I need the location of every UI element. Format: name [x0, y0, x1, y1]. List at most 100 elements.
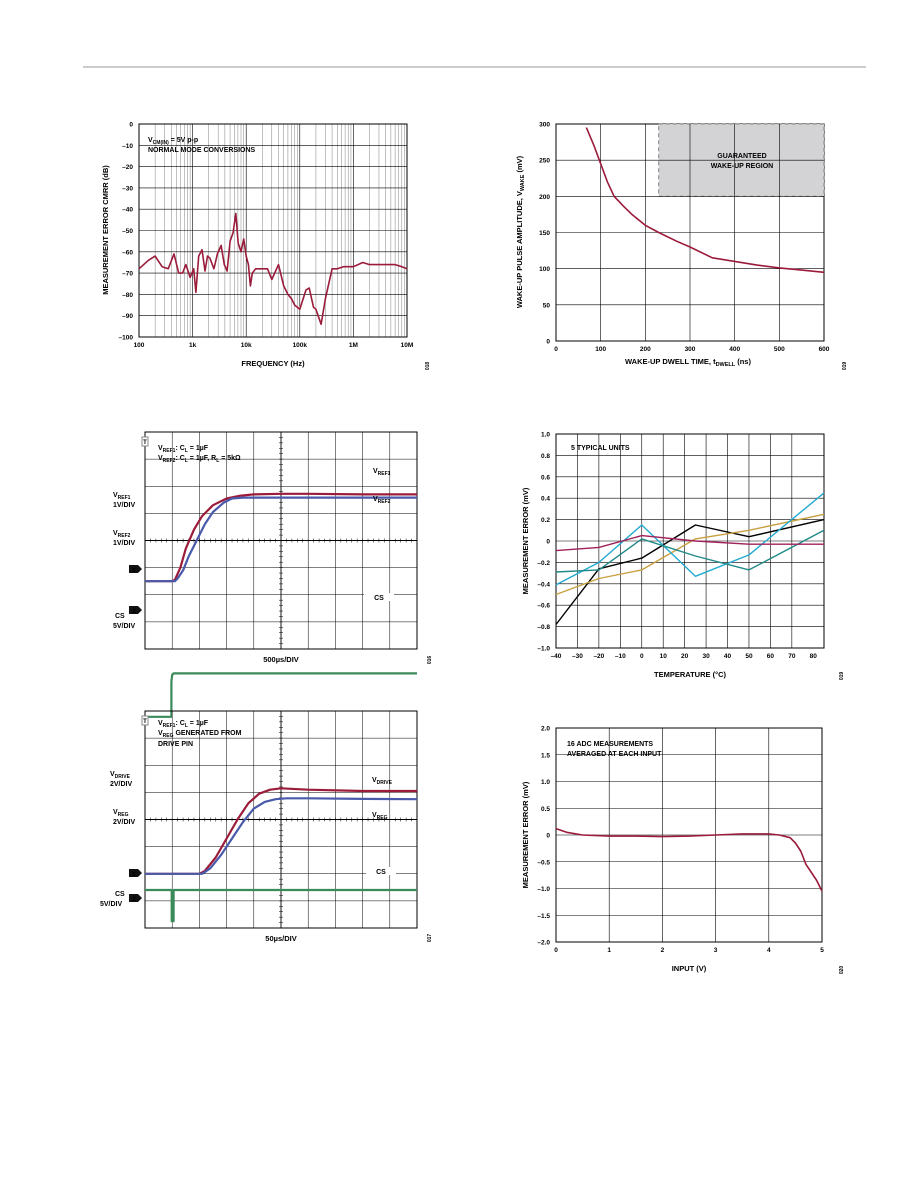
vref-scope-timebase: 500µs/DIV: [263, 655, 299, 664]
cs-trace-label-2: CS: [376, 869, 386, 876]
temp-x-tick-label: 60: [767, 653, 775, 660]
vdrive-legend-3: DRIVE PIN: [158, 741, 193, 748]
cmrr-y-tick-label: –80: [122, 292, 133, 299]
temp-y-tick-label: 0.2: [541, 517, 550, 524]
vdrive-scope-timebase: 50µs/DIV: [265, 934, 296, 943]
input-y-tick-label: –1.5: [537, 913, 550, 920]
temp-x-tick-label: 30: [702, 653, 710, 660]
vref-scope-figure-number: 016: [427, 656, 433, 665]
wakeup-y-tick-label: 150: [539, 230, 550, 237]
wakeup-y-tick-label: 200: [539, 194, 550, 201]
vdrive-scope-figure-number: 017: [427, 934, 433, 943]
wakeup-y-tick-label: 0: [546, 339, 550, 346]
temperature-chart: –40 –30 –20 –10 0 10 20 30 40 50 60 70 80 1.0 0.8 0.6 0.…: [521, 432, 845, 681]
temp-x-tick-label: –20: [593, 653, 604, 660]
temp-y-tick-label: –0.6: [537, 603, 550, 610]
vdrive-legend-1: VREF1: CL = 1µF: [158, 720, 209, 729]
wakeup-x-tick-label: 0: [554, 346, 558, 353]
wakeup-y-axis-label: WAKE-UP PULSE AMPLITUDE, VWAKE (mV): [515, 155, 526, 308]
vref-legend-2: VREF2: CL = 1µF, RL = 5kΩ: [158, 455, 241, 464]
trigger-marker-label: T: [143, 440, 147, 446]
cmrr-x-tick-label: 10M: [401, 342, 414, 349]
cmrr-x-tick-label: 10k: [241, 342, 252, 349]
temp-x-tick-label: 10: [660, 653, 668, 660]
cs-scale: 5V/DIV: [113, 623, 136, 630]
cmrr-y-tick-label: –20: [122, 164, 133, 171]
channel-2-marker-label: 2: [132, 608, 136, 615]
wakeup-y-tick-label: 300: [539, 122, 550, 129]
input-y-tick-label: 1.5: [541, 752, 550, 759]
input-error-chart: 0 1 2 3 4 5 2.0 1.5 1.0 0.5 0 –0.5 –1.0 –1.5 –2.0 16 A…: [521, 726, 845, 975]
cs-scale-label-2: CS: [115, 891, 125, 898]
input-series-line-1: [555, 827, 823, 892]
vref_scope-trace-VREF2: [145, 496, 417, 583]
temp-x-tick-label: –30: [572, 653, 583, 660]
cs-label-bg: [364, 593, 394, 601]
temp-y-tick-label: 0.8: [541, 453, 550, 460]
trigger-marker-icon-2: [141, 715, 149, 726]
temp-series-line-4: [555, 529, 825, 573]
temp-y-tick-label: 0.4: [541, 496, 550, 503]
input-x-tick-label: 3: [714, 947, 718, 954]
channel-1-marker-label: 1: [132, 567, 136, 574]
trigger-marker-icon: [141, 436, 149, 447]
region-label-2: WAKE-UP REGION: [711, 163, 774, 170]
temperature-annotation: 5 TYPICAL UNITS: [571, 445, 630, 452]
temperature-figure-number: 019: [839, 672, 845, 681]
temp-x-tick-label: –10: [615, 653, 626, 660]
cmrr-y-tick-label: –30: [122, 185, 133, 192]
input-y-tick-label: 0.5: [541, 806, 550, 813]
vref2-scale-label: VREF2: [113, 530, 131, 539]
wakeup-x-tick-label: 200: [640, 346, 651, 353]
temp-x-tick-label: 20: [681, 653, 689, 660]
vdrive-trace-label: VDRIVE: [372, 777, 393, 786]
temperature-y-axis-label: MEASUREMENT ERROR (mV): [521, 487, 530, 594]
cmrr-y-tick-label: –40: [122, 207, 133, 214]
wakeup-y-tick-label: 250: [539, 158, 550, 165]
region-label-1: GUARANTEED: [717, 153, 766, 160]
wakeup-x-tick-label: 500: [774, 346, 785, 353]
vref_scope-trace-CS: [145, 672, 417, 718]
input-x-tick-label: 0: [554, 947, 558, 954]
input-figure-number: 020: [839, 966, 845, 975]
cmrr-figure-number: 018: [425, 362, 431, 371]
vdrive-scope-chart: T VREF1: CL = 1µF VREG GENERATED FROM DR…: [100, 710, 433, 943]
wakeup-chart: 0 100 200 300 400 500 600 0 50 100 150 200 250 300 GU…: [515, 122, 848, 371]
cmrr-x-tick-label: 1k: [189, 342, 197, 349]
input-y-axis-label: MEASUREMENT ERROR (mV): [521, 781, 530, 888]
temp-x-tick-label: 0: [640, 653, 644, 660]
temp-x-tick-label: –40: [551, 653, 562, 660]
input-annotation-2: AVERAGED AT EACH INPUT: [567, 751, 662, 758]
temperature-x-axis-label: TEMPERATURE (°C): [654, 670, 727, 679]
temp-y-tick-label: 0: [546, 539, 550, 546]
cmrr-annotation-2: NORMAL MODE CONVERSIONS: [148, 147, 256, 154]
input-x-tick-label: 2: [661, 947, 665, 954]
temp-x-tick-label: 70: [788, 653, 796, 660]
wakeup-figure-number: 019: [842, 362, 848, 371]
vdrive-scale: 2V/DIV: [110, 781, 133, 788]
vref-scope-chart: T VREF1: CL = 1µF VREF2: CL = 1µF, RL = …: [113, 431, 433, 718]
channel-2-marker-icon: [129, 606, 142, 614]
temp-series-line-5: [555, 534, 824, 552]
cs-label-bg-2: [366, 867, 396, 875]
cmrr-annotation-1: VCM(IN) = 5V p-p: [148, 137, 198, 146]
channel-1-marker-icon: [129, 565, 142, 573]
channel-2-marker-label-2: 2: [132, 896, 136, 903]
wakeup-y-tick-label: 100: [539, 266, 550, 273]
trigger-marker-label-2: T: [143, 719, 147, 725]
cmrr-y-tick-label: –100: [119, 335, 134, 342]
input-annotation-1: 16 ADC MEASUREMENTS: [567, 741, 653, 748]
vref_scope-trace-VREF1: [145, 492, 417, 583]
vreg-scale-label: VREG: [113, 809, 129, 818]
vdrive-scale-label: VDRIVE: [110, 771, 131, 780]
channel-2-marker-icon-2: [129, 894, 142, 902]
temp-series-line-3: [555, 492, 825, 586]
input-x-axis-label: INPUT (V): [672, 964, 707, 973]
wakeup-x-tick-label: 400: [729, 346, 740, 353]
input-y-tick-label: 1.0: [541, 779, 550, 786]
vdrive-legend-2: VREG GENERATED FROM: [158, 730, 242, 739]
vref2-trace-label: VREF2: [373, 496, 391, 505]
temp-y-tick-label: 1.0: [541, 432, 550, 439]
cs-scale-label: CS: [115, 613, 125, 620]
temp-y-tick-label: –0.4: [537, 581, 550, 588]
